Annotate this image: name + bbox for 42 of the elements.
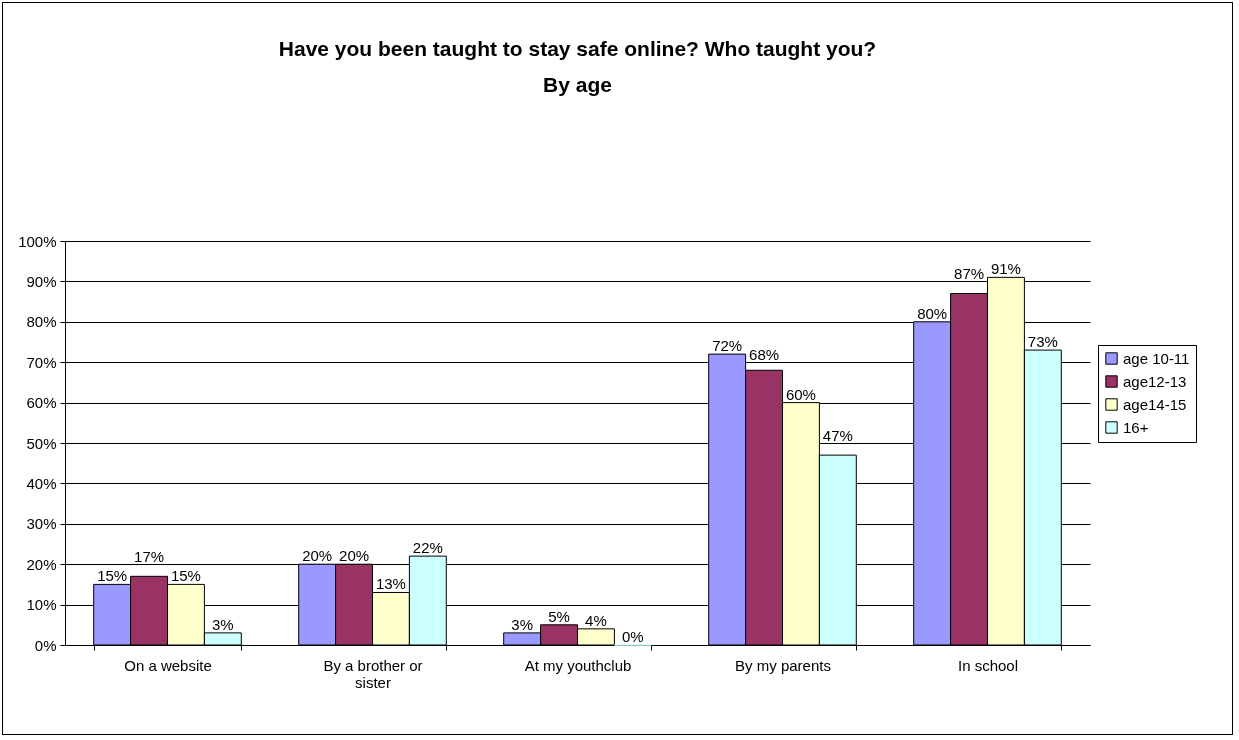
data-label: 20% xyxy=(302,547,333,565)
y-tick-label: 40% xyxy=(26,474,57,492)
data-label: 72% xyxy=(712,337,743,355)
data-label: 0% xyxy=(622,628,644,645)
y-tick-label: 10% xyxy=(26,596,57,614)
y-tick-label: 60% xyxy=(26,394,57,412)
data-label: 68% xyxy=(749,346,780,364)
data-label: 20% xyxy=(339,547,370,565)
y-tick-label: 50% xyxy=(26,434,57,452)
data-label: 3% xyxy=(511,615,533,633)
data-label: 80% xyxy=(917,304,948,322)
y-tick-label: 30% xyxy=(26,515,57,533)
data-label: 91% xyxy=(990,260,1021,278)
x-tick-label: At my youthclub xyxy=(524,656,632,674)
y-tick-label: 0% xyxy=(34,636,57,654)
data-label: 15% xyxy=(97,567,128,585)
data-label: 17% xyxy=(134,548,165,566)
y-tick-label: 20% xyxy=(26,555,57,573)
data-label: 15% xyxy=(170,567,201,585)
y-tick-label: 90% xyxy=(26,272,57,290)
data-label: 4% xyxy=(585,611,607,629)
y-tick-label: 100% xyxy=(18,232,57,250)
legend-label: 16+ xyxy=(1123,418,1149,436)
data-label: 13% xyxy=(375,575,406,593)
y-tick-label: 80% xyxy=(26,313,57,331)
data-label: 5% xyxy=(548,607,570,625)
data-label: 22% xyxy=(412,539,443,557)
legend-label: age 10-11 xyxy=(1123,349,1190,367)
data-label: 87% xyxy=(954,265,985,283)
data-label: 3% xyxy=(212,615,234,633)
text: By age xyxy=(543,73,612,96)
x-tick-label: On a website xyxy=(124,656,212,674)
text: Have you been taught to stay safe online? Who taught you? xyxy=(278,37,877,60)
legend-label: age14-15 xyxy=(1123,395,1187,413)
y-tick-label: 70% xyxy=(26,353,57,371)
data-label: 47% xyxy=(822,427,853,444)
legend-label: age12-13 xyxy=(1123,372,1187,390)
data-label: 60% xyxy=(785,385,816,403)
x-tick-label: By my parents xyxy=(735,656,831,674)
data-label: 73% xyxy=(1027,333,1058,351)
x-tick-label: By a brother or sister xyxy=(323,656,423,691)
x-tick-label: In school xyxy=(957,656,1019,674)
